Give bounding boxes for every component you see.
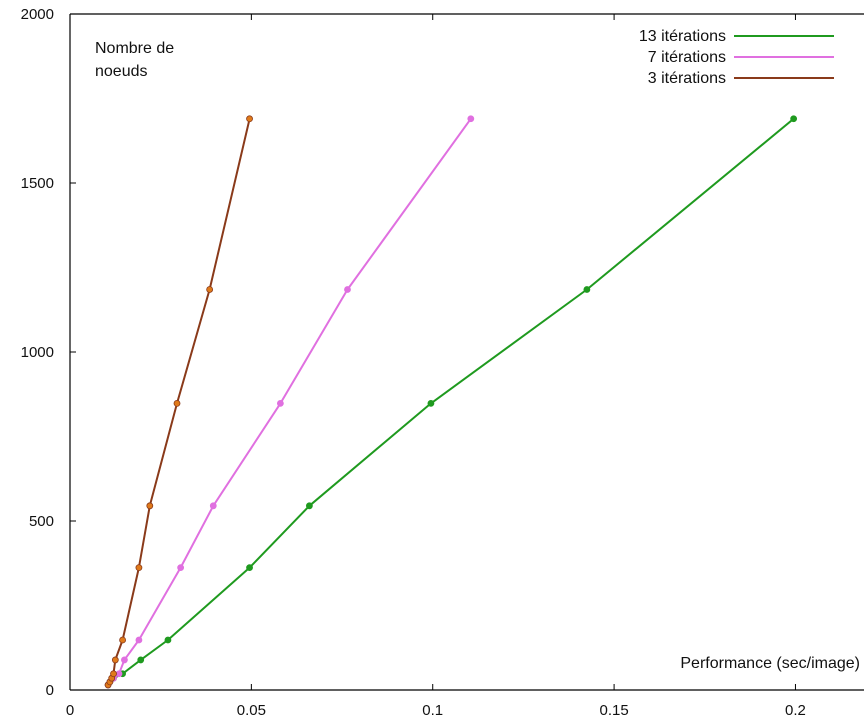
data-point [135,636,143,644]
y-axis-label-line-2: noeuds [95,63,148,80]
data-point [467,115,475,123]
x-tick-label: 0.2 [785,702,806,719]
series-line-2 [107,118,472,686]
legend: 13 itérations 7 itérations 3 itérations [639,28,834,87]
data-point [305,502,313,510]
x-tick-label: 0.05 [237,702,266,719]
series-line-1 [107,118,795,686]
legend-label-3: 3 itérations [648,70,726,87]
data-point [177,564,185,572]
y-tick-label: 0 [46,682,54,699]
data-point [111,656,119,664]
data-point [119,636,126,644]
data-point [146,502,154,510]
data-point [427,399,435,407]
y-tick-label: 500 [29,513,54,530]
data-point [206,286,214,293]
data-point [164,636,172,644]
data-point [246,115,253,123]
y-tick-label: 2000 [21,6,54,23]
data-point [209,502,217,510]
data-point [110,670,117,678]
x-axis-label: Performance (sec/image) [680,655,860,672]
x-tick-label: 0 [66,702,74,719]
labels-layer: Nombre de noeuds Performance (sec/image) [95,40,860,672]
data-point [137,656,145,664]
data-point [790,115,798,123]
data-point [583,286,591,293]
data-point [276,399,284,407]
x-tick-label: 0.1 [422,702,443,719]
axes: 0 0.05 0.1 0.15 0.2 0 500 1000 1500 2000 [21,6,864,719]
legend-label-1: 13 itérations [639,28,726,45]
y-tick-label: 1500 [21,175,54,192]
x-tick-label: 0.15 [599,702,628,719]
data-point [121,656,128,664]
data-point [135,564,143,572]
data-point [344,286,351,293]
data-point [246,564,253,572]
y-axis-label-line-1: Nombre de [95,40,174,57]
series-layer [104,115,798,689]
data-point [173,399,181,407]
y-tick-label: 1000 [21,344,54,361]
legend-label-2: 7 itérations [648,49,726,66]
